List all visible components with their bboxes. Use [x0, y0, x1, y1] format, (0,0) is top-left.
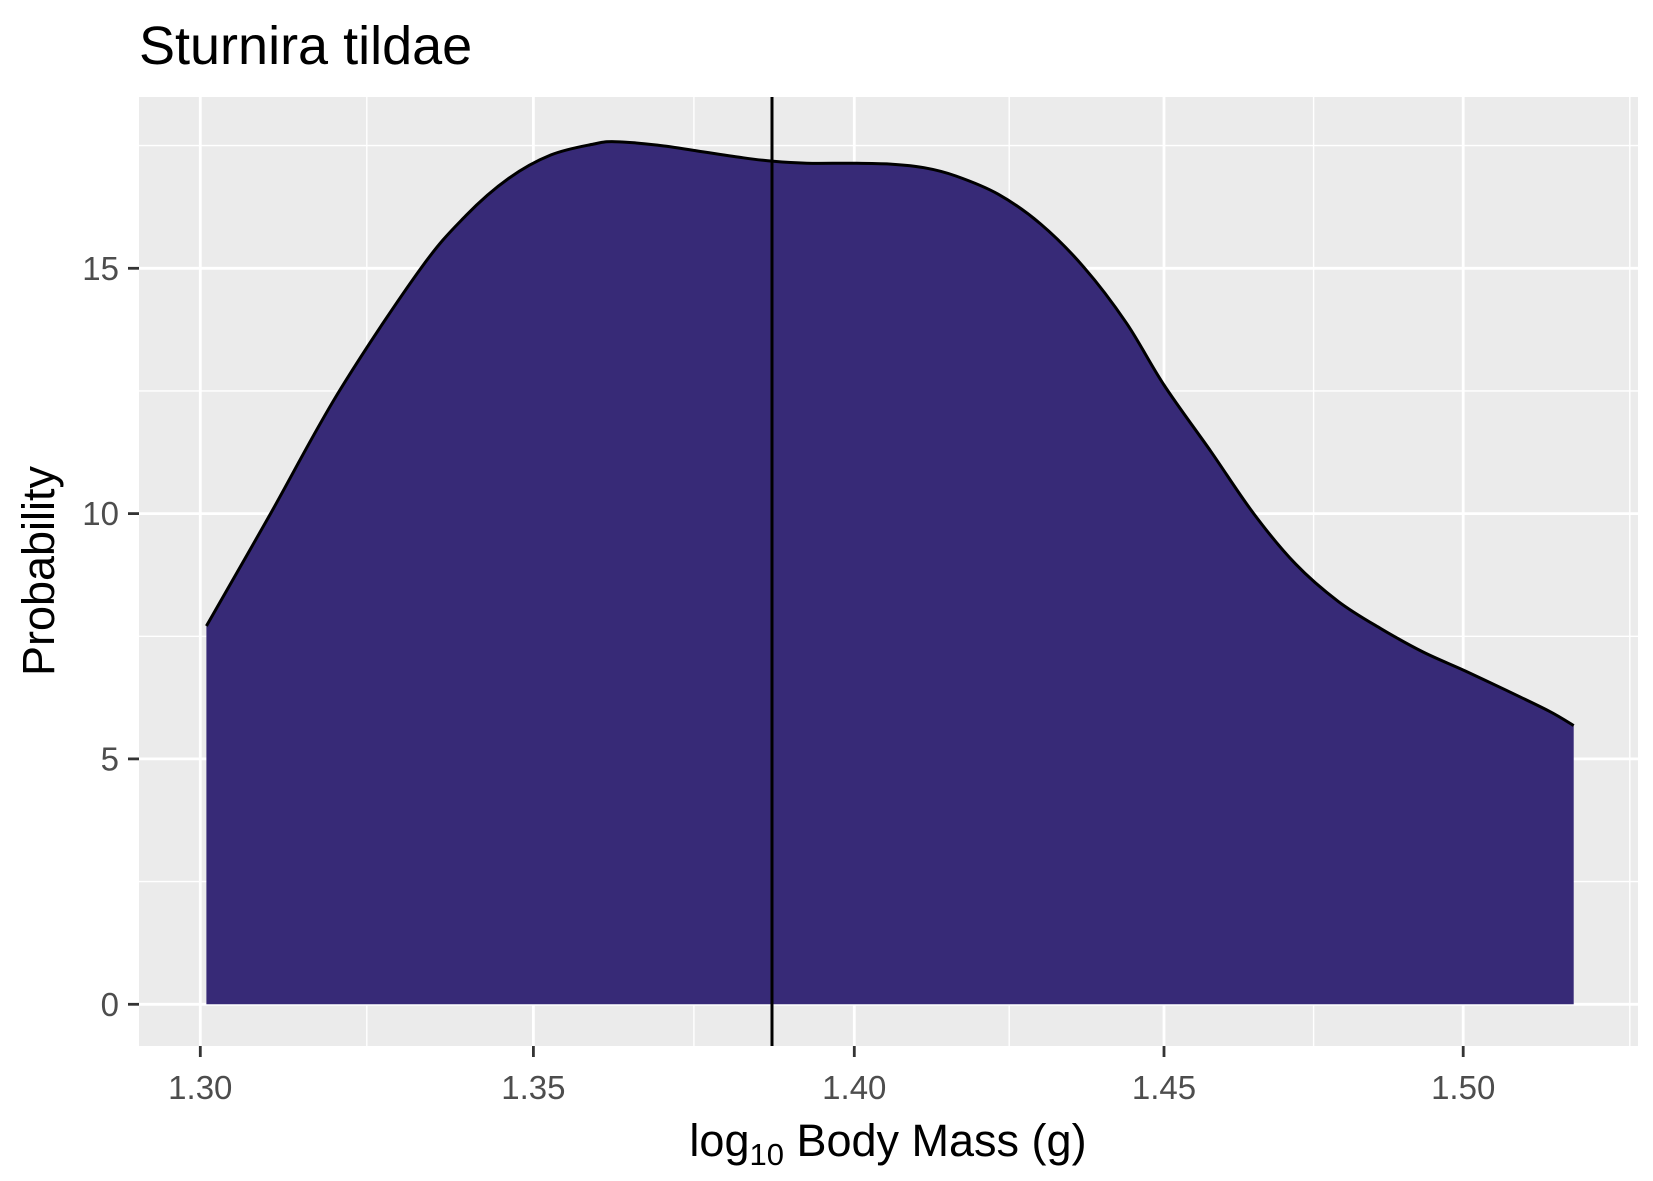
x-axis-title-base: log	[689, 1115, 749, 1166]
density-area	[206, 141, 1574, 1005]
y-tick-label: 10	[82, 495, 119, 532]
y-tick-label: 0	[101, 986, 119, 1023]
x-tick-label: 1.40	[822, 1069, 886, 1106]
x-tick-label: 1.50	[1431, 1069, 1495, 1106]
x-axis-title-rest: Body Mass (g)	[784, 1115, 1087, 1166]
x-tick-label: 1.35	[501, 1069, 565, 1106]
y-tick-label: 5	[101, 740, 119, 777]
x-tick-label: 1.30	[168, 1069, 232, 1106]
density-curve	[205, 140, 1575, 727]
y-axis-title: Probability	[13, 465, 64, 676]
axes: 1.30 1.35 1.40 1.45 1.50 0 5 10 15	[82, 250, 1495, 1106]
chart-title: Sturnira tildae	[139, 16, 472, 76]
x-tick-label: 1.45	[1132, 1069, 1196, 1106]
y-tick-label: 15	[82, 250, 119, 287]
x-axis-title: log10 Body Mass (g)	[689, 1115, 1086, 1172]
plot-marks	[205, 97, 1575, 1046]
x-axis-title-subscript: 10	[749, 1137, 783, 1172]
